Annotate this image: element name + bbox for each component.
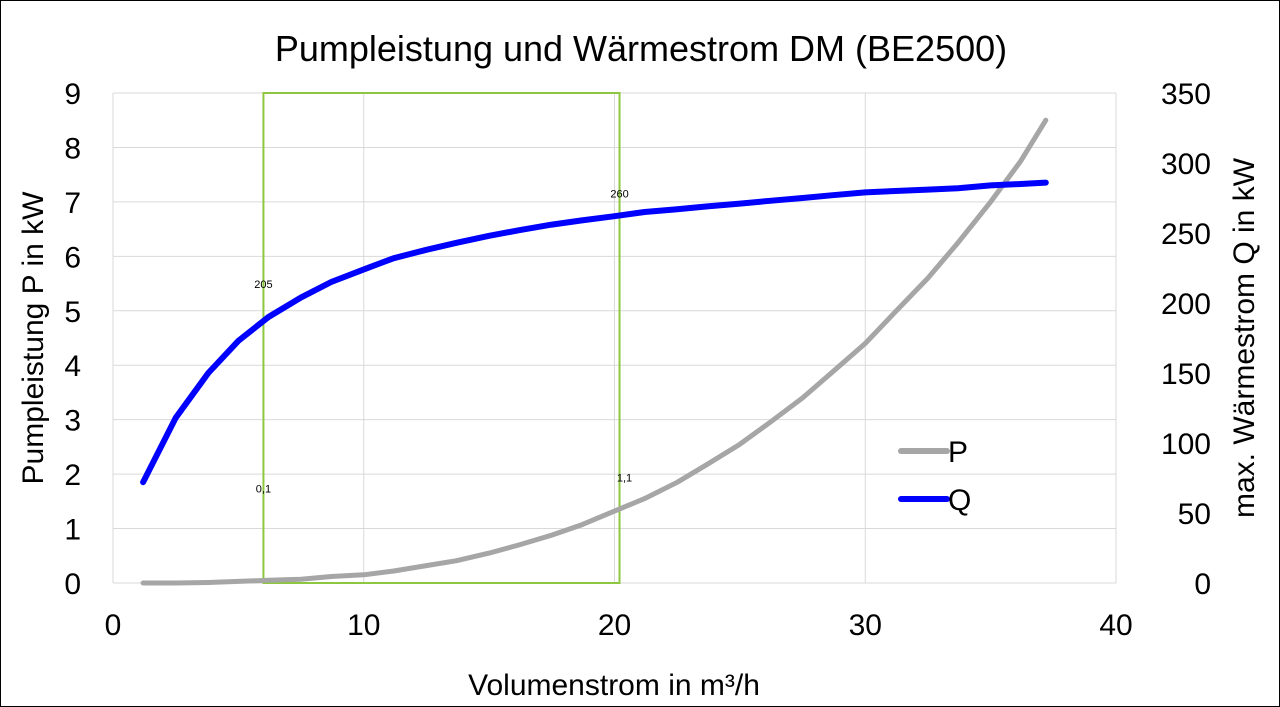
legend: PQ	[898, 436, 971, 517]
y-left-tick-label: 5	[64, 296, 81, 329]
y-left-tick-label: 0	[64, 568, 81, 601]
y-axis-right-label: max. Wärmestrom Q in kW	[1228, 157, 1261, 518]
legend-label: Q	[948, 484, 971, 517]
y-right-tick-label: 100	[1161, 428, 1211, 461]
y-right-tick-label: 250	[1161, 218, 1211, 251]
y-right-tick-label: 350	[1161, 78, 1211, 111]
y-left-tick-label: 6	[64, 241, 81, 274]
y-left-tick-label: 9	[64, 78, 81, 111]
y-left-tick-label: 1	[64, 514, 81, 547]
chart-title: Pumpleistung und Wärmestrom DM (BE2500)	[275, 28, 1007, 69]
y-left-tick-label: 4	[64, 350, 81, 383]
series-layer	[140, 117, 1049, 586]
series-line-Q	[140, 179, 1049, 486]
x-tick-label: 10	[347, 609, 380, 642]
annotation-layer: 205 260 0,1 1,1	[254, 189, 632, 496]
y-right-tick-label: 200	[1161, 288, 1211, 321]
y-left-tick-label: 2	[64, 459, 81, 492]
y-left-tick-label: 7	[64, 187, 81, 220]
data-annotation: 205	[254, 279, 272, 291]
highlight-box	[262, 92, 621, 584]
y-right-tick-label: 0	[1194, 568, 1211, 601]
x-tick-label: 30	[849, 609, 882, 642]
x-tick-label: 40	[1099, 609, 1132, 642]
y-left-tick-label: 8	[64, 132, 81, 165]
y-axis-left-label: Pumpleistung P in kW	[17, 191, 50, 485]
legend-label: P	[948, 436, 968, 469]
x-axis-label: Volumenstrom in m³/h	[468, 669, 760, 702]
x-tick-label: 20	[598, 609, 631, 642]
tick-layer: 0 10 20 30 40 0 1 2 3 4 5 6 7 8 9 0 50 100 150 200 250 300 350	[64, 78, 1211, 642]
highlight-layer	[262, 92, 621, 584]
series-line-P	[140, 117, 1049, 586]
y-right-tick-label: 300	[1161, 148, 1211, 181]
x-tick-label: 0	[105, 609, 122, 642]
y-left-tick-label: 3	[64, 405, 81, 438]
y-right-tick-label: 150	[1161, 358, 1211, 391]
data-annotation: 260	[610, 189, 628, 201]
data-annotation: 0,1	[256, 484, 271, 496]
data-annotation: 1,1	[617, 473, 632, 485]
y-right-tick-label: 50	[1178, 498, 1211, 531]
